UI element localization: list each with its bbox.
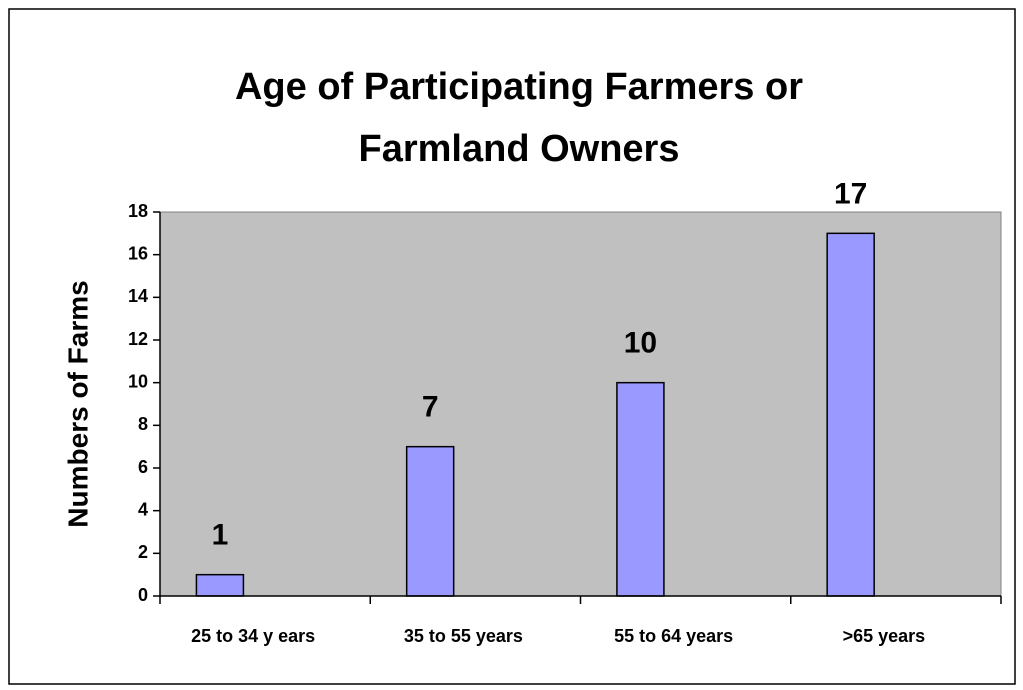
y-axis-label: Numbers of Farms [62,280,93,527]
y-tick-label: 6 [138,457,148,477]
x-tick-label: 35 to 55 years [404,626,523,646]
y-tick-label: 18 [128,201,148,221]
bar [195,573,245,597]
data-label: 10 [624,327,657,360]
y-tick-label: 16 [128,243,148,263]
x-tick-label: >65 years [843,626,926,646]
y-tick-label: 2 [138,542,148,562]
y-tick-label: 12 [128,329,148,349]
y-tick-label: 10 [128,371,148,391]
data-label: 7 [422,391,439,424]
chart-title: Age of Participating Farmers or Farmland… [234,66,803,170]
y-tick-label: 0 [138,585,148,605]
x-tick-label: 25 to 34 y ears [191,626,315,646]
data-label: 1 [212,519,229,552]
x-tick-label: 55 to 64 years [614,626,733,646]
y-tick-label: 8 [138,414,148,434]
y-tick-label: 14 [128,286,148,306]
bar [616,381,665,597]
bar [826,232,875,597]
y-tick-label: 4 [138,499,148,519]
data-label: 17 [834,177,867,210]
bar [405,445,455,597]
